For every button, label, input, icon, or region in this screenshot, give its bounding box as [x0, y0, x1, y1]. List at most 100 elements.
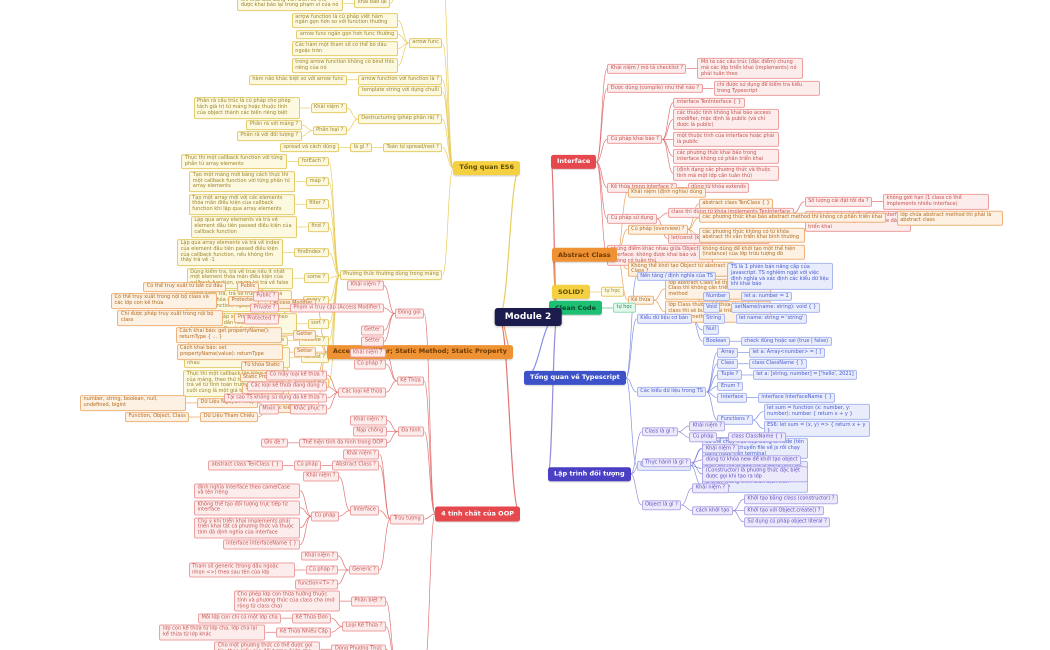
- mindmap-node[interactable]: dùng từ khóa new để khởi tạo object: [702, 455, 802, 465]
- mindmap-node[interactable]: Cho một phương thức có thể được gọi tùy …: [214, 641, 321, 650]
- mindmap-node[interactable]: interface TenInterface { }: [673, 97, 745, 108]
- mindmap-node[interactable]: Các kiểu dữ liệu trong TS: [636, 387, 707, 397]
- mindmap-node[interactable]: findIndex ?: [294, 247, 329, 258]
- mindmap-node[interactable]: Được dùng (compile) như thế nào ?: [607, 83, 703, 94]
- mindmap-node[interactable]: abstract class TenClass { }: [208, 460, 283, 471]
- mindmap-node[interactable]: class ClassName { }: [728, 432, 787, 443]
- mindmap-node[interactable]: Chỉ được phép truy xuất trong nội bộ cla…: [117, 310, 224, 326]
- mindmap-node[interactable]: Có thể truy xuất từ bất cứ đâu: [143, 282, 227, 292]
- mindmap-node[interactable]: Interface: [349, 505, 380, 516]
- mindmap-node[interactable]: Protected ?: [243, 314, 279, 324]
- mindmap-node[interactable]: Cách khai báo: set propertyName(value): …: [176, 344, 283, 360]
- mindmap-node[interactable]: check đúng hoặc sai (true | false): [740, 336, 832, 347]
- mindmap-node[interactable]: Số lượng cài đặt tối đa ?: [804, 196, 873, 207]
- mindmap-node[interactable]: Kế Thừa Đơn: [292, 613, 332, 623]
- branch-label-typescript[interactable]: Tổng quan về Typescript: [524, 370, 626, 386]
- mindmap-node[interactable]: let a: [string, number] = ['hello', 2021…: [752, 370, 858, 380]
- mindmap-node[interactable]: some ?: [303, 273, 329, 284]
- mindmap-node[interactable]: Cú pháp khai báo ?: [607, 134, 663, 145]
- mindmap-node[interactable]: Mixin: [258, 404, 280, 414]
- mindmap-node[interactable]: Chú ý khi triển khai implements phải tri…: [194, 517, 301, 539]
- mindmap-node[interactable]: Các loại kế thừa: [338, 387, 386, 398]
- mindmap-node[interactable]: cách khởi tạo: [692, 505, 733, 516]
- branch-label-abstract[interactable]: Abstract Class: [552, 247, 617, 263]
- mindmap-node[interactable]: Khái niệm ?: [343, 449, 380, 459]
- mindmap-node[interactable]: Khái niệm ?: [350, 415, 387, 426]
- mindmap-node[interactable]: Phân rã với đối tượng ?: [236, 131, 302, 142]
- mindmap-node[interactable]: Getter: [360, 325, 384, 336]
- mindmap-node[interactable]: arrow func ngắn gọn hơn func thường: [296, 29, 398, 40]
- center-node[interactable]: Module 2: [494, 308, 562, 326]
- mindmap-node[interactable]: interface InterfaceName { }: [757, 392, 836, 403]
- mindmap-node[interactable]: Phân rã cấu trúc là cú pháp cho phép tác…: [193, 97, 300, 119]
- mindmap-node[interactable]: Number: [702, 291, 730, 302]
- mindmap-node[interactable]: Khái niệm ?: [702, 443, 739, 454]
- mindmap-node[interactable]: Private ?: [250, 303, 279, 313]
- mindmap-node[interactable]: Thực hành là gì ?: [641, 457, 692, 468]
- mindmap-node[interactable]: không dùng để khởi tạo một thể hiện (ins…: [698, 244, 805, 260]
- mindmap-node[interactable]: Public ?: [252, 291, 279, 302]
- mindmap-node[interactable]: Enum ?: [717, 381, 744, 392]
- mindmap-node[interactable]: Destructuring (phép phân rã) ?: [357, 114, 443, 125]
- branch-label-interface[interactable]: Interface: [551, 154, 597, 170]
- mindmap-node[interactable]: Null: [702, 325, 720, 335]
- mindmap-node[interactable]: Khái niệm ?: [347, 280, 384, 291]
- mindmap-node[interactable]: Cú pháp ?: [353, 359, 386, 369]
- mindmap-node[interactable]: Ghi đè ?: [260, 438, 289, 448]
- mindmap-node[interactable]: Phương thức thường dùng trong mảng: [339, 270, 443, 281]
- mindmap-node[interactable]: Cú pháp (overview) ?: [627, 224, 688, 235]
- branch-label-cleancode[interactable]: Clean Code: [549, 300, 602, 316]
- mindmap-node[interactable]: Khái niệm ?: [301, 551, 338, 561]
- mindmap-node[interactable]: dùng từ khóa extends: [687, 182, 750, 193]
- mindmap-node[interactable]: khi khai báo bằng var, biến có thể được …: [237, 0, 344, 12]
- branch-label-oop4[interactable]: 4 tính chất của OOP: [435, 506, 520, 522]
- mindmap-node[interactable]: Sử dụng cú pháp object literal ?: [743, 517, 831, 527]
- mindmap-node[interactable]: Cú pháp: [293, 460, 322, 471]
- mindmap-node[interactable]: Interface: [717, 392, 747, 403]
- mindmap-node[interactable]: forEach ?: [298, 156, 329, 167]
- mindmap-node[interactable]: arrow function với function là ?: [357, 74, 443, 85]
- mindmap-node[interactable]: Phân rã với mảng ?: [246, 120, 302, 130]
- mindmap-node[interactable]: template string với dựng chuỗi: [358, 86, 443, 96]
- mindmap-node[interactable]: Khái niệm (định nghĩa) dùng: [627, 187, 706, 198]
- mindmap-node[interactable]: là gì ?: [350, 142, 372, 153]
- mindmap-node[interactable]: ES6: let sum = (x, y) => { return x + y …: [763, 420, 870, 437]
- mindmap-node[interactable]: hàm nào khác biệt so với arrow func: [248, 74, 347, 85]
- mindmap-node[interactable]: Đóng gói: [394, 308, 425, 319]
- mindmap-node[interactable]: Thực thi một callback function với từng …: [181, 153, 288, 170]
- mindmap-node[interactable]: tự học: [612, 303, 636, 313]
- mindmap-node[interactable]: function<T> ?: [294, 579, 338, 589]
- mindmap-node[interactable]: interface interfaceName { }: [222, 539, 301, 550]
- mindmap-node[interactable]: Dữ Liệu Tham Chiếu: [200, 412, 258, 422]
- mindmap-node[interactable]: Nền tảng / định nghĩa của TS: [636, 271, 717, 282]
- mindmap-node[interactable]: Class: [717, 358, 738, 369]
- mindmap-node[interactable]: khai báo lại: [354, 0, 391, 9]
- mindmap-node[interactable]: let a: number = 1: [740, 291, 793, 302]
- branch-label-es6[interactable]: Tổng quan ES6: [453, 160, 520, 176]
- mindmap-node[interactable]: Kế thừa: [627, 295, 654, 306]
- mindmap-node[interactable]: Các hàm một tham số có thể bỏ dấu ngoặc …: [291, 40, 398, 57]
- mindmap-node[interactable]: Có thể truy xuất trong nội bộ class và c…: [110, 293, 217, 309]
- mindmap-node[interactable]: number, string, boolean, null, undefined…: [80, 395, 187, 411]
- mindmap-node[interactable]: Phân loại ?: [312, 125, 347, 136]
- mindmap-node[interactable]: Loại Kế Thừa ?: [342, 621, 386, 632]
- mindmap-node[interactable]: Có mấy loại kế thừa ?: [266, 370, 328, 381]
- mindmap-node[interactable]: định nghĩa interface theo camelCase và t…: [194, 483, 301, 499]
- mindmap-node[interactable]: Nạp chồng: [352, 426, 387, 437]
- mindmap-node[interactable]: Tuple ?: [717, 370, 742, 380]
- mindmap-node[interactable]: Lặp qua array elements và trả về index c…: [177, 239, 284, 267]
- mindmap-node[interactable]: sort ?: [307, 318, 329, 329]
- mindmap-node[interactable]: TS là 1 phiên bản nâng cấp của javascrip…: [727, 262, 834, 290]
- branch-label-oopbasic[interactable]: Lập trình đối tượng: [548, 466, 631, 482]
- mindmap-node[interactable]: Khắc phục ?: [290, 404, 328, 414]
- mindmap-node[interactable]: (định dạng các phương thức và thuộc tính…: [673, 165, 780, 182]
- mindmap-node[interactable]: arrow func: [408, 38, 443, 48]
- mindmap-node[interactable]: lớp chứa abstract method thì phải là abs…: [896, 210, 1003, 226]
- mindmap-node[interactable]: Class là gì ?: [641, 426, 679, 437]
- mindmap-node[interactable]: Không thể tạo đối tượng trực tiếp từ int…: [194, 500, 301, 516]
- mindmap-node[interactable]: arrow function là cú pháp viết hàm ngắn …: [291, 12, 398, 29]
- mindmap-node[interactable]: Khái niệm ?: [349, 348, 386, 358]
- mindmap-node[interactable]: Setter: [293, 347, 316, 357]
- mindmap-node[interactable]: (Constructor) là phương thức đặc biệt đư…: [702, 466, 809, 482]
